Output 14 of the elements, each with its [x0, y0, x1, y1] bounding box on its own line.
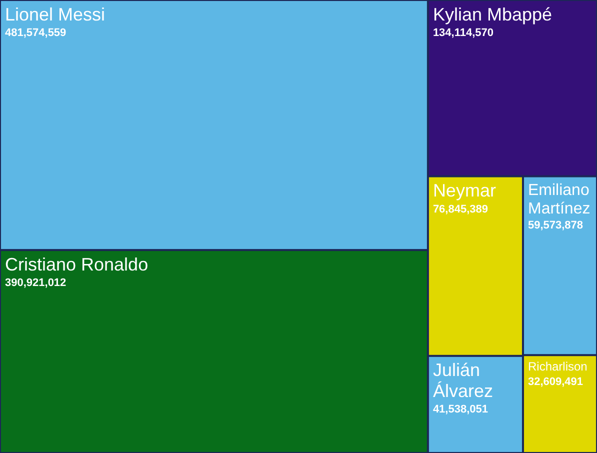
- category-label: Lionel Messi: [5, 4, 106, 24]
- category-label: Kylian Mbappé: [432, 4, 552, 24]
- data-label: 390,921,012: [5, 277, 66, 290]
- data-label: 59,573,878: [528, 220, 584, 232]
- data-label: 134,114,570: [432, 27, 494, 39]
- category-label: Richarlison: [528, 359, 588, 374]
- category-label: Julián Álvarez: [432, 360, 493, 401]
- data-label: 41,538,051: [432, 404, 488, 416]
- category-label: Neymar: [432, 180, 496, 201]
- data-label: 481,574,559: [5, 27, 66, 39]
- data-label: 32,609,491: [528, 376, 584, 388]
- category-label: Emiliano Martínez: [528, 182, 590, 218]
- category-label: Cristiano Ronaldo: [5, 254, 148, 274]
- data-label: 76,845,389: [432, 203, 488, 216]
